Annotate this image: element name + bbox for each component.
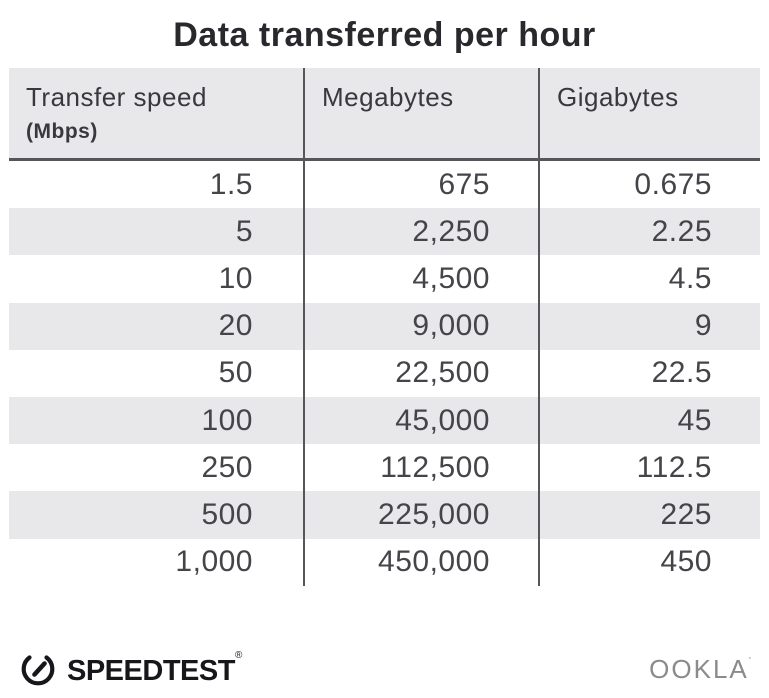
table-cell: 500 <box>201 497 253 531</box>
speedtest-gauge-icon <box>21 655 55 686</box>
table-row: 5 2,250 2.25 <box>9 208 760 256</box>
table-cell: 4,500 <box>303 255 538 303</box>
footer: SPEEDTEST® OOKLA’ <box>0 646 769 692</box>
data-table: Transfer speed (Mbps) Megabytes Gigabyte… <box>9 68 760 586</box>
table-cell: 450,000 <box>303 538 538 586</box>
table-row: 500 225,000 225 <box>9 491 760 539</box>
table-header: Transfer speed (Mbps) Megabytes Gigabyte… <box>9 68 760 161</box>
table-cell: 1.5 <box>209 167 253 201</box>
table-cell: 250 <box>201 450 253 484</box>
table-row: 1,000 450,000 450 <box>9 538 760 586</box>
table-row: 100 45,000 45 <box>9 396 760 445</box>
table-cell: 1,000 <box>175 545 253 579</box>
header-cell-gigabytes: Gigabytes <box>538 68 760 158</box>
table-body: 1.5 675 0.675 5 2,250 2.25 10 4,500 4.5 20 9,000 9 5… <box>9 161 760 586</box>
table-cell: 4.5 <box>538 255 760 303</box>
table-row: 1.5 675 0.675 <box>9 161 760 209</box>
table-cell: 10 <box>218 261 253 295</box>
registered-mark: ® <box>234 650 242 661</box>
table-cell: 50 <box>218 356 253 390</box>
table-cell: 5 <box>235 214 253 248</box>
header-cell-transfer-speed: Transfer speed (Mbps) <box>9 68 303 158</box>
table-cell: 22.5 <box>538 349 760 397</box>
table-cell: 45,000 <box>303 396 538 445</box>
speedtest-wordmark: SPEEDTEST <box>67 655 235 687</box>
speedtest-label: SPEEDTEST® <box>67 650 242 688</box>
table-row: 50 22,500 22.5 <box>9 349 760 397</box>
header-sublabel: (Mbps) <box>26 120 98 143</box>
table-cell: 22,500 <box>303 349 538 397</box>
table-cell: 9 <box>538 302 760 350</box>
table-cell: 2,250 <box>303 208 538 256</box>
table-cell: 675 <box>303 161 538 209</box>
table-cell: 450 <box>538 538 760 586</box>
table-cell: 100 <box>201 403 253 437</box>
ookla-wordmark: OOKLA <box>649 653 749 684</box>
header-label: Megabytes <box>322 82 454 112</box>
header-cell-megabytes: Megabytes <box>303 68 538 158</box>
header-label: Transfer speed <box>26 82 207 112</box>
table-cell: 20 <box>218 309 253 343</box>
table-cell: 2.25 <box>538 208 760 256</box>
table-cell: 112.5 <box>538 444 760 492</box>
speedtest-logo: SPEEDTEST® <box>18 649 242 689</box>
table-cell: 0.675 <box>538 161 760 209</box>
header-label: Gigabytes <box>557 82 679 112</box>
table-cell: 225,000 <box>303 491 538 539</box>
table-cell: 112,500 <box>303 444 538 492</box>
table-cell: 45 <box>538 396 760 445</box>
table-row: 250 112,500 112.5 <box>9 444 760 492</box>
ookla-trademark-mark: ’ <box>748 655 753 667</box>
table-cell: 225 <box>538 491 760 539</box>
table-cell: 9,000 <box>303 302 538 350</box>
table-row: 10 4,500 4.5 <box>9 255 760 303</box>
ookla-logo: OOKLA’ <box>649 654 753 685</box>
chart-title: Data transferred per hour <box>173 16 596 54</box>
table-row: 20 9,000 9 <box>9 302 760 350</box>
